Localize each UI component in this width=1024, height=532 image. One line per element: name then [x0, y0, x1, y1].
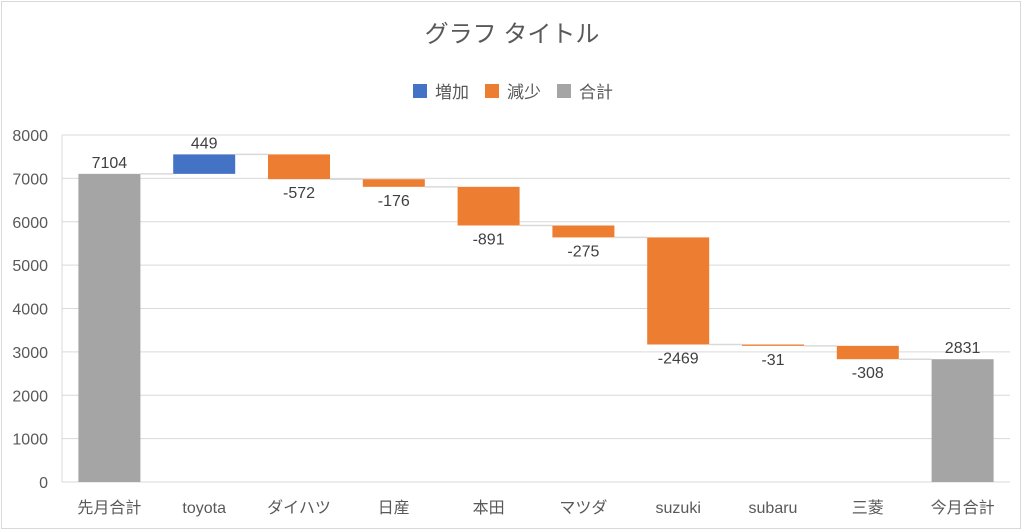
data-label: 449	[191, 135, 218, 152]
x-tick-label: マツダ	[559, 499, 607, 517]
data-label: -275	[567, 243, 599, 260]
y-tick-label: 6000	[12, 215, 48, 232]
x-tick-label: 先月合計	[77, 499, 141, 517]
legend-swatch	[557, 84, 571, 98]
x-tick-label: 今月合計	[931, 499, 995, 517]
y-tick-label: 7000	[12, 171, 48, 188]
gridlines: 0 1000 2000 3000 4000 5000 6000 7000 8000	[12, 128, 1010, 492]
y-tick-label: 3000	[12, 345, 48, 362]
data-label: -891	[473, 231, 505, 248]
bar-toyota	[173, 154, 236, 174]
data-label: -2469	[658, 351, 699, 368]
data-label: -572	[283, 185, 315, 202]
x-tick-label: 本田	[473, 499, 505, 517]
bar-今月合計	[931, 359, 994, 482]
x-tick-label: 三菱	[852, 499, 884, 517]
bar-マツダ	[552, 225, 615, 238]
data-label: 7104	[92, 155, 128, 172]
bars: 7104 先月合計 449 toyota -572 ダイハツ -176 日産 -891 本田 -27…	[77, 135, 994, 517]
x-tick-label: suzuki	[656, 500, 701, 517]
y-tick-label: 0	[39, 475, 48, 492]
bar-日産	[362, 179, 425, 187]
y-tick-label: 1000	[12, 432, 48, 449]
x-tick-label: toyota	[182, 500, 226, 517]
bar-subaru	[742, 344, 804, 346]
bar-三菱	[836, 345, 899, 360]
bar-suzuki	[647, 237, 710, 345]
y-tick-label: 8000	[12, 128, 48, 145]
y-tick-label: 2000	[12, 388, 48, 405]
legend-label: 合計	[579, 83, 613, 102]
bar-先月合計	[78, 173, 141, 482]
data-label: -308	[852, 365, 884, 382]
y-tick-label: 5000	[12, 258, 48, 275]
x-tick-label: 日産	[378, 499, 410, 517]
data-label: 2831	[945, 340, 981, 357]
data-label: -176	[378, 193, 410, 210]
chart-title: グラフ タイトル	[425, 21, 600, 48]
legend-label: 減少	[507, 83, 541, 102]
x-tick-label: ダイハツ	[267, 499, 331, 517]
y-tick-label: 4000	[12, 302, 48, 319]
x-tick-label: subaru	[749, 500, 798, 517]
bar-ダイハツ	[268, 154, 330, 180]
bar-本田	[457, 186, 520, 226]
legend-label: 増加	[435, 83, 469, 102]
legend-swatch	[413, 84, 427, 98]
legend-swatch	[485, 84, 499, 98]
legend: 増加 減少 合計	[413, 83, 613, 102]
data-label: -31	[761, 352, 784, 369]
